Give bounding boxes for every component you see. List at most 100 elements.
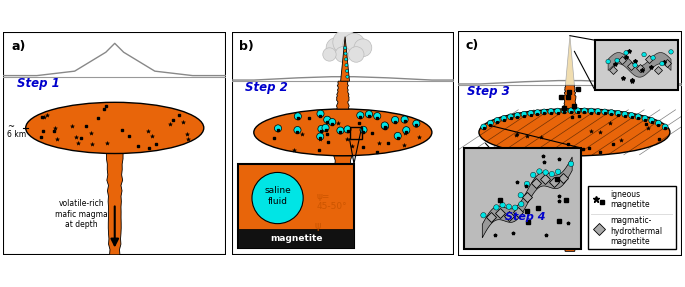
Circle shape [608, 110, 614, 115]
Circle shape [318, 125, 325, 133]
Circle shape [394, 132, 401, 139]
Text: magmatic-
hydrothermal
magnetite: magmatic- hydrothermal magnetite [610, 216, 662, 246]
Text: Step 3: Step 3 [466, 85, 510, 98]
Text: ψ=
45-50°: ψ= 45-50° [317, 192, 347, 211]
Polygon shape [565, 36, 575, 85]
Ellipse shape [253, 109, 432, 156]
Text: c): c) [465, 39, 479, 52]
Circle shape [512, 205, 518, 210]
Polygon shape [608, 53, 671, 77]
Circle shape [324, 116, 331, 123]
Circle shape [528, 110, 534, 116]
Circle shape [345, 69, 349, 73]
Text: Step 4: Step 4 [506, 212, 546, 222]
Circle shape [624, 51, 628, 55]
Circle shape [401, 116, 408, 123]
Circle shape [494, 205, 499, 210]
Circle shape [335, 47, 351, 62]
Circle shape [365, 111, 373, 118]
Bar [595, 40, 677, 90]
Polygon shape [340, 37, 349, 81]
Circle shape [345, 58, 347, 61]
Text: b): b) [239, 40, 254, 53]
Circle shape [413, 120, 420, 127]
Circle shape [556, 169, 561, 174]
Circle shape [488, 120, 493, 126]
Polygon shape [482, 157, 572, 238]
Circle shape [555, 108, 560, 114]
Circle shape [252, 172, 303, 224]
Circle shape [337, 127, 344, 134]
Circle shape [295, 113, 301, 120]
Circle shape [562, 108, 567, 114]
Circle shape [549, 171, 555, 177]
Circle shape [494, 118, 500, 123]
Circle shape [403, 127, 410, 134]
Polygon shape [563, 85, 577, 109]
Circle shape [333, 30, 358, 55]
Circle shape [568, 108, 574, 114]
Text: igneous
magnetite: igneous magnetite [610, 190, 650, 210]
Circle shape [481, 124, 486, 130]
Text: volatile-rich
mafic magma
at depth: volatile-rich mafic magma at depth [55, 199, 108, 229]
Circle shape [615, 110, 621, 116]
Circle shape [543, 170, 548, 175]
Circle shape [326, 38, 346, 58]
Circle shape [344, 126, 351, 133]
Circle shape [548, 108, 553, 114]
Circle shape [508, 114, 514, 120]
Bar [238, 164, 354, 248]
Text: 6 km: 6 km [7, 130, 26, 139]
Circle shape [374, 113, 381, 120]
Text: saline
fluid: saline fluid [264, 186, 291, 205]
Circle shape [656, 120, 661, 126]
Circle shape [294, 127, 301, 134]
Circle shape [569, 161, 574, 166]
Circle shape [354, 39, 372, 57]
Ellipse shape [26, 102, 204, 154]
Circle shape [275, 125, 282, 132]
Circle shape [649, 118, 655, 123]
Circle shape [588, 108, 594, 114]
Circle shape [519, 201, 524, 207]
Polygon shape [561, 156, 579, 251]
Circle shape [629, 113, 634, 118]
Bar [588, 186, 675, 249]
Circle shape [323, 48, 336, 61]
Circle shape [537, 169, 542, 174]
Bar [238, 229, 354, 248]
Text: ψ: ψ [314, 221, 321, 231]
Circle shape [514, 113, 520, 118]
Circle shape [521, 111, 527, 117]
Circle shape [595, 108, 601, 114]
Circle shape [506, 204, 512, 209]
Circle shape [501, 115, 507, 121]
Circle shape [316, 133, 324, 140]
Polygon shape [336, 81, 349, 109]
Circle shape [342, 33, 365, 56]
Circle shape [635, 114, 641, 120]
Text: ~: ~ [7, 122, 14, 131]
Circle shape [357, 112, 364, 119]
Circle shape [530, 172, 536, 178]
Circle shape [622, 111, 627, 117]
Circle shape [642, 52, 647, 57]
Circle shape [633, 63, 637, 67]
Circle shape [392, 117, 399, 123]
Circle shape [651, 56, 656, 60]
Circle shape [344, 52, 347, 55]
Circle shape [518, 193, 523, 198]
Circle shape [669, 50, 673, 54]
Circle shape [575, 108, 581, 114]
Circle shape [360, 126, 367, 133]
Polygon shape [106, 154, 123, 255]
Circle shape [349, 47, 364, 62]
Circle shape [524, 181, 530, 187]
Circle shape [660, 61, 664, 66]
Text: Step 1: Step 1 [16, 77, 60, 90]
Ellipse shape [479, 109, 670, 156]
Circle shape [343, 46, 347, 49]
Circle shape [642, 115, 648, 121]
Circle shape [615, 58, 619, 63]
Text: Step 2: Step 2 [245, 81, 288, 94]
